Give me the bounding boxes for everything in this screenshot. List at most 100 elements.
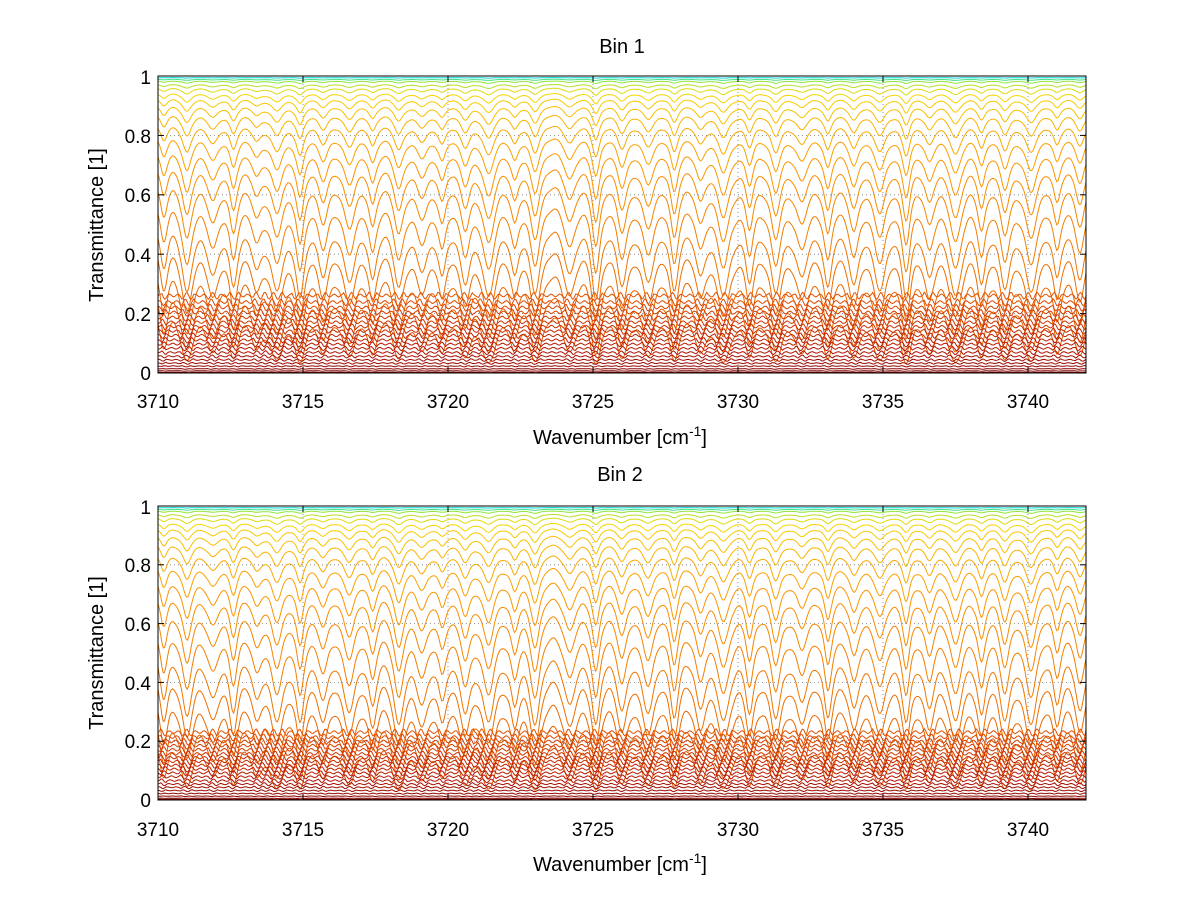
x-tick-label: 3720 (427, 820, 469, 841)
series-line (157, 749, 1087, 759)
series-line (157, 153, 1087, 201)
series-line (157, 681, 1087, 747)
series-line (157, 769, 1087, 777)
series-line (157, 231, 1087, 302)
series-line (157, 208, 1087, 275)
x-tick-label: 3730 (717, 392, 759, 413)
series-line (157, 80, 1087, 85)
series-line (157, 514, 1087, 519)
series-line (157, 785, 1087, 790)
series-line (157, 87, 1087, 96)
series-line (157, 528, 1087, 543)
series-line (158, 370, 1087, 372)
x-tick-label: 3735 (862, 820, 904, 841)
series-line (157, 753, 1087, 762)
series-line (157, 291, 1087, 301)
series-line (157, 535, 1087, 555)
series-line (157, 345, 1087, 352)
series-line (157, 313, 1087, 323)
x-axis-label: Wavenumber [cm-1] (533, 423, 707, 449)
x-tick-label: 3720 (427, 392, 469, 413)
series-line (157, 737, 1087, 747)
series-line (157, 761, 1087, 770)
series-line (157, 336, 1087, 344)
y-tick-label: 1 (140, 68, 151, 89)
chart-title: Bin 2 (597, 464, 643, 486)
series-line (157, 303, 1087, 313)
x-axis-label-sup: -1 (689, 423, 702, 439)
y-tick-label: 1 (140, 498, 151, 519)
series-line (157, 98, 1087, 115)
series-line (157, 318, 1087, 327)
x-tick-label: 3730 (717, 820, 759, 841)
x-axis-label-main: Wavenumber [cm (533, 427, 689, 449)
x-tick-labels: 3710 3715 3720 3725 3730 3735 3740 (137, 392, 1049, 413)
y-tick-label: 0.8 (125, 127, 151, 148)
y-tick-label: 0.8 (125, 556, 151, 577)
chart-bin-2: 3710 3715 3720 3725 3730 3735 3740 0 0.2… (86, 464, 1087, 876)
series-line (157, 276, 1087, 342)
series-line (157, 187, 1087, 248)
series-line (157, 778, 1087, 784)
series-line (157, 704, 1087, 767)
series-line (157, 169, 1087, 224)
series-line (157, 517, 1087, 526)
x-axis-label-sup: -1 (689, 850, 702, 866)
chart-bin-1: 3710 3715 3720 3725 3730 3735 3740 0 0.2… (86, 36, 1087, 449)
x-axis-label-end: ] (701, 427, 707, 449)
chart-title: Bin 1 (599, 36, 645, 58)
series-line (157, 253, 1087, 322)
y-tick-label: 0.6 (125, 186, 151, 207)
series-line (157, 598, 1087, 649)
series-line (157, 567, 1087, 604)
series-line (157, 125, 1087, 158)
series-line (157, 114, 1087, 141)
series-line (157, 297, 1087, 307)
series-line (157, 582, 1087, 627)
y-axis-label: Transmittance [1] (86, 148, 108, 302)
series-line (157, 660, 1087, 726)
series-line (157, 106, 1087, 127)
series-line (157, 745, 1087, 755)
y-tick-label: 0.4 (125, 674, 152, 695)
series-line (157, 795, 1087, 798)
tick-marks (157, 75, 1086, 374)
series-line (157, 616, 1087, 673)
series-line (157, 77, 1087, 79)
y-axis-label: Transmittance [1] (86, 576, 108, 730)
y-tick-label: 0.6 (125, 615, 151, 636)
x-tick-label: 3710 (137, 392, 179, 413)
series-line (157, 341, 1087, 348)
x-tick-label: 3740 (1007, 820, 1049, 841)
series-line (157, 93, 1087, 105)
y-tick-labels: 0 0.2 0.4 0.6 0.8 1 (125, 68, 152, 385)
series-line (157, 792, 1087, 795)
series-line (157, 789, 1087, 793)
series-line (157, 555, 1087, 586)
tick-marks (157, 505, 1086, 801)
series-line (157, 732, 1087, 742)
series-line (157, 507, 1087, 509)
x-tick-label: 3725 (572, 392, 614, 413)
series-line (157, 637, 1087, 699)
y-tick-label: 0.4 (125, 246, 152, 267)
series-line (158, 358, 1087, 362)
y-tick-label: 0.2 (125, 732, 151, 753)
y-tick-labels: 0 0.2 0.4 0.6 0.8 1 (125, 498, 152, 812)
axes-box (157, 75, 1087, 374)
series-line (157, 78, 1087, 82)
series-line (157, 367, 1087, 370)
series-line (158, 797, 1086, 800)
series-line (157, 757, 1087, 766)
series-line (157, 781, 1087, 787)
axes-box (157, 505, 1087, 801)
series-line (157, 510, 1087, 514)
series-group (157, 507, 1087, 801)
x-axis-label-end: ] (701, 854, 707, 876)
series-line (157, 327, 1087, 336)
series-line (157, 523, 1087, 534)
series-line (157, 365, 1087, 368)
x-tick-label: 3725 (572, 820, 614, 841)
x-tick-label: 3740 (1007, 392, 1049, 413)
